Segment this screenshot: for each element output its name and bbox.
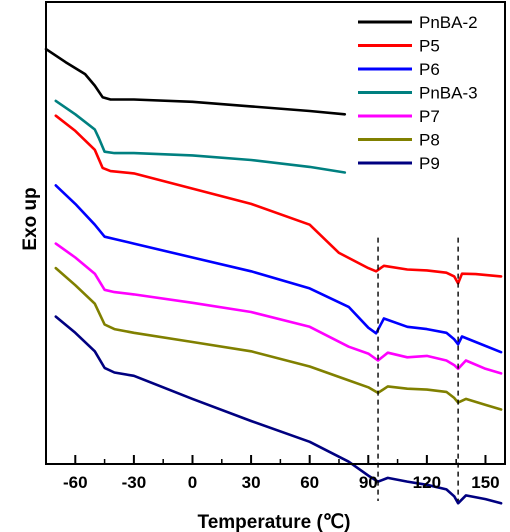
legend-label-1: P5: [419, 37, 440, 56]
x-axis-title: Temperature (℃): [198, 512, 351, 532]
x-ticks-group: -60 -30 0 30 60 90 120 150: [45, 455, 500, 492]
legend-label-2: P6: [419, 60, 440, 79]
x-tick-label-0: -60: [63, 473, 88, 492]
x-tick-label-2: 0: [188, 473, 197, 492]
x-tick-label-5: 90: [359, 473, 378, 492]
x-tick-label-7: 150: [471, 473, 499, 492]
curves-group: [44, 47, 503, 505]
legend: PnBA-2 P5 P6 PnBA-3 P7 P8 P9: [358, 13, 478, 173]
series-line-1: [54, 114, 503, 285]
series-line-2: [54, 184, 503, 354]
series-line-6: [54, 315, 503, 505]
series-line-4: [54, 242, 503, 375]
x-tick-label-6: 120: [413, 473, 441, 492]
reference-lines-group: [377, 237, 459, 501]
legend-label-5: P8: [419, 131, 440, 150]
series-line-0: [44, 47, 347, 116]
legend-label-3: PnBA-3: [419, 84, 478, 103]
y-axis-title: Exo up: [20, 187, 41, 250]
legend-label-0: PnBA-2: [419, 13, 478, 32]
x-tick-label-1: -30: [122, 473, 147, 492]
series-line-5: [54, 266, 503, 411]
series-line-3: [54, 99, 347, 174]
plot-frame: [45, 1, 506, 465]
x-tick-label-3: 30: [242, 473, 261, 492]
legend-label-6: P9: [419, 154, 440, 173]
x-tick-label-4: 60: [300, 473, 319, 492]
legend-label-4: P7: [419, 107, 440, 126]
